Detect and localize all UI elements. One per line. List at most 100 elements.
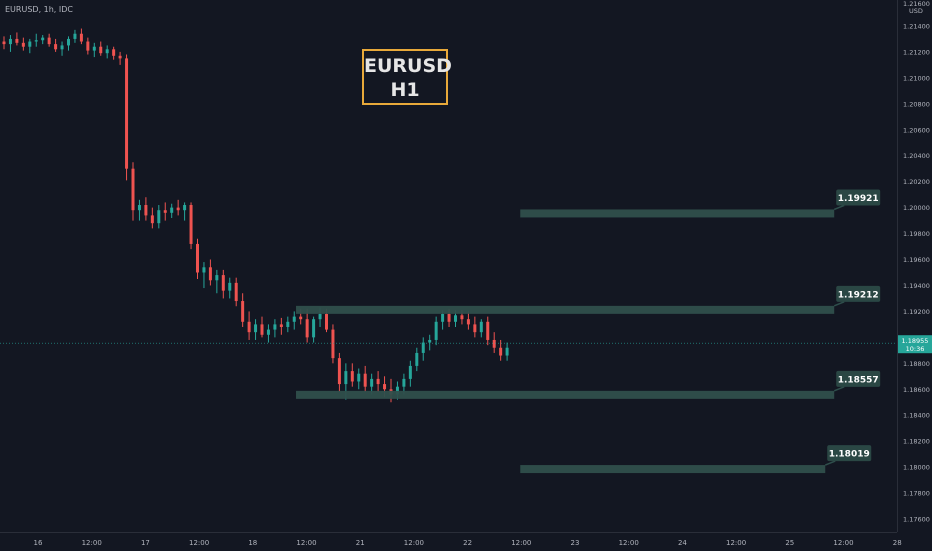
candle-body xyxy=(266,329,270,335)
time-tick-label: 24 xyxy=(678,539,687,547)
candle-body xyxy=(170,207,174,213)
level-zone xyxy=(296,390,835,399)
level-connector xyxy=(824,460,836,466)
level-connector xyxy=(833,204,845,211)
level-label-box xyxy=(827,445,872,462)
current-price-timer: 10:36 xyxy=(906,345,925,353)
candles xyxy=(2,28,509,403)
candle-body xyxy=(228,282,232,291)
time-tick-label: 17 xyxy=(141,539,150,547)
time-tick-label: 18 xyxy=(248,539,257,547)
time-tick-label: 12:00 xyxy=(833,539,853,547)
candle-body xyxy=(408,365,412,379)
candle-body xyxy=(402,378,406,387)
current-price-value: 1.18955 xyxy=(902,337,929,345)
price-tick-label-top: 1.21600 xyxy=(903,0,930,8)
candle-body xyxy=(434,321,438,340)
candle-body xyxy=(292,316,296,322)
title-line-2: H1 xyxy=(390,79,420,101)
candle-body xyxy=(86,41,90,51)
candle-body xyxy=(395,386,399,395)
candle-body xyxy=(260,324,264,335)
candle-body xyxy=(305,319,309,338)
level-label: 1.18557 xyxy=(838,375,879,385)
level-label: 1.19212 xyxy=(838,290,879,300)
candle-body xyxy=(428,339,432,343)
price-unit-label: USD xyxy=(909,7,923,15)
candle-body xyxy=(2,41,6,45)
candle-body xyxy=(92,46,96,51)
candle-body xyxy=(150,215,154,224)
candle-body xyxy=(105,49,109,54)
candle-body xyxy=(28,41,32,47)
price-tick-label: 1.17600 xyxy=(903,516,930,524)
candle-body xyxy=(21,42,25,47)
candle-body xyxy=(67,38,70,46)
candle-body xyxy=(189,205,193,244)
candle-body xyxy=(247,321,251,333)
candle-body xyxy=(34,40,38,42)
candle-body xyxy=(112,49,116,56)
price-tick-label: 1.18200 xyxy=(903,438,930,446)
title-box[interactable]: EURUSD H1 xyxy=(362,49,452,105)
time-scale[interactable] xyxy=(0,532,897,551)
current-price-tag xyxy=(898,335,932,354)
time-tick-label: 21 xyxy=(356,539,365,547)
candle-body xyxy=(505,347,509,356)
price-tick-label: 1.19200 xyxy=(903,308,930,316)
candle-body xyxy=(215,275,219,281)
level-connector xyxy=(833,301,845,307)
candle-body xyxy=(421,342,425,353)
price-tick-label: 1.20200 xyxy=(903,178,930,186)
candle-body xyxy=(208,267,212,281)
level-label-box xyxy=(836,285,881,302)
candle-body xyxy=(370,378,374,387)
price-tick-label: 1.18000 xyxy=(903,464,930,472)
price-tick-label: 1.21200 xyxy=(903,48,930,56)
candle-body xyxy=(460,315,464,320)
time-tick-label: 12:00 xyxy=(619,539,639,547)
time-tick-label: 12:00 xyxy=(82,539,102,547)
candle-body xyxy=(344,371,348,385)
candle-body xyxy=(183,205,187,211)
candle-body xyxy=(299,316,303,320)
level-label-box xyxy=(836,370,881,387)
price-tick-label: 1.19600 xyxy=(903,256,930,264)
candle-body xyxy=(79,33,83,42)
candle-body xyxy=(441,314,445,322)
candle-body xyxy=(337,358,341,385)
candle-body xyxy=(176,207,180,211)
candle-body xyxy=(131,168,135,211)
price-scale[interactable] xyxy=(897,0,932,532)
candle-body xyxy=(221,275,225,291)
time-tick-label: 28 xyxy=(893,539,902,547)
candle-body xyxy=(241,301,245,322)
candle-body xyxy=(60,45,64,50)
candle-body xyxy=(144,205,148,216)
candle-body xyxy=(202,267,206,273)
candle-body xyxy=(312,319,316,338)
candle-body xyxy=(125,58,129,169)
candle-body xyxy=(273,324,277,330)
level-label-box xyxy=(836,189,881,206)
title-line-1: EURUSD xyxy=(364,55,452,77)
support-resistance-levels: 1.19921 1.19212 1.18557 1.18019 xyxy=(296,189,881,474)
price-tick-label: 1.19800 xyxy=(903,230,930,238)
time-tick-label: 12:00 xyxy=(726,539,746,547)
time-tick-label: 12:00 xyxy=(189,539,209,547)
candle-body xyxy=(447,314,451,322)
candle-body xyxy=(286,321,290,327)
candle-body xyxy=(137,205,141,211)
symbol-info[interactable]: EURUSD, 1h, IDC xyxy=(5,5,73,14)
candle-body xyxy=(466,319,470,325)
candle-body xyxy=(479,321,483,333)
candle-body xyxy=(350,371,354,382)
candle-body xyxy=(73,33,77,39)
price-tick-label: 1.18600 xyxy=(903,386,930,394)
time-tick-label: 12:00 xyxy=(296,539,316,547)
price-tick-label: 1.21400 xyxy=(903,22,930,30)
level-zone xyxy=(520,465,826,474)
